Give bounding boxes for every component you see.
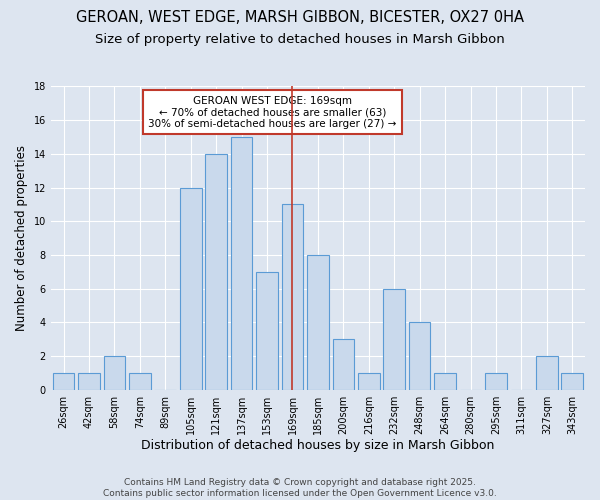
Bar bbox=[307, 255, 329, 390]
Bar bbox=[281, 204, 303, 390]
Bar bbox=[409, 322, 430, 390]
Bar bbox=[485, 373, 507, 390]
Bar bbox=[53, 373, 74, 390]
Bar bbox=[383, 288, 405, 390]
Bar bbox=[434, 373, 456, 390]
Bar bbox=[358, 373, 380, 390]
Bar bbox=[104, 356, 125, 390]
Y-axis label: Number of detached properties: Number of detached properties bbox=[15, 145, 28, 331]
Bar bbox=[231, 137, 253, 390]
X-axis label: Distribution of detached houses by size in Marsh Gibbon: Distribution of detached houses by size … bbox=[141, 440, 494, 452]
Bar bbox=[536, 356, 557, 390]
Bar bbox=[180, 188, 202, 390]
Bar bbox=[129, 373, 151, 390]
Bar bbox=[78, 373, 100, 390]
Bar bbox=[562, 373, 583, 390]
Text: Size of property relative to detached houses in Marsh Gibbon: Size of property relative to detached ho… bbox=[95, 32, 505, 46]
Bar bbox=[205, 154, 227, 390]
Text: GEROAN WEST EDGE: 169sqm
← 70% of detached houses are smaller (63)
30% of semi-d: GEROAN WEST EDGE: 169sqm ← 70% of detach… bbox=[148, 96, 397, 129]
Bar bbox=[332, 339, 354, 390]
Text: GEROAN, WEST EDGE, MARSH GIBBON, BICESTER, OX27 0HA: GEROAN, WEST EDGE, MARSH GIBBON, BICESTE… bbox=[76, 10, 524, 25]
Bar bbox=[256, 272, 278, 390]
Text: Contains HM Land Registry data © Crown copyright and database right 2025.
Contai: Contains HM Land Registry data © Crown c… bbox=[103, 478, 497, 498]
